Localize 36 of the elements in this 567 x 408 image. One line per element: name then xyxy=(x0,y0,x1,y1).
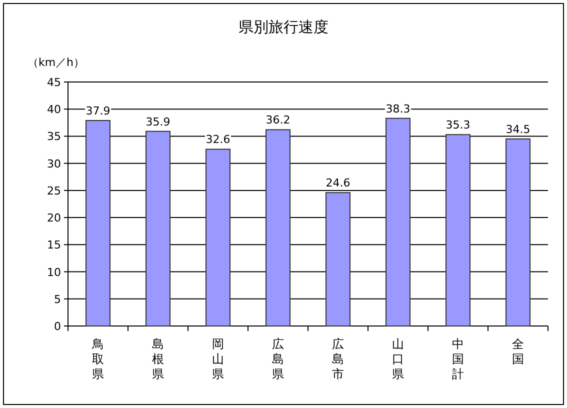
bar xyxy=(506,138,530,326)
x-tick-label: 広島市 xyxy=(332,337,344,381)
data-label: 32.6 xyxy=(206,133,230,146)
bar xyxy=(206,148,230,326)
bar xyxy=(86,120,110,326)
y-tick-label: 0 xyxy=(54,320,61,333)
data-label: 35.9 xyxy=(146,115,170,128)
y-tick-label: 20 xyxy=(47,212,61,225)
data-label: 37.9 xyxy=(86,104,110,118)
y-tick-label: 40 xyxy=(47,103,61,116)
bar xyxy=(326,192,350,326)
y-tick-label: 35 xyxy=(47,130,61,144)
chart-title: 県別旅行速度 xyxy=(238,18,328,36)
y-tick-label: 45 xyxy=(47,76,61,89)
bar xyxy=(446,134,470,326)
y-tick-label: 5 xyxy=(54,292,61,306)
bar xyxy=(266,129,290,326)
bar xyxy=(146,130,170,326)
y-tick-label: 25 xyxy=(47,184,61,198)
y-axis-title: （km／h） xyxy=(27,56,85,69)
x-tick-label: 岡山県 xyxy=(212,337,224,381)
data-label: 24.6 xyxy=(326,176,350,190)
x-tick-label: 山口県 xyxy=(392,337,404,381)
x-tick-label: 島根県 xyxy=(152,337,164,381)
data-label: 38.3 xyxy=(386,102,410,116)
x-tick-label: 全国 xyxy=(512,337,524,366)
y-tick-label: 15 xyxy=(47,238,61,252)
data-label: 36.2 xyxy=(266,114,290,127)
bar xyxy=(386,118,410,326)
x-tick-label: 広島県 xyxy=(272,337,284,381)
x-tick-label: 中国計 xyxy=(452,337,464,381)
y-tick-label: 10 xyxy=(47,266,61,279)
data-label: 34.5 xyxy=(506,122,530,136)
data-label: 35.3 xyxy=(446,118,470,132)
y-tick-label: 30 xyxy=(47,157,61,170)
x-tick-label: 鳥取県 xyxy=(91,337,104,381)
